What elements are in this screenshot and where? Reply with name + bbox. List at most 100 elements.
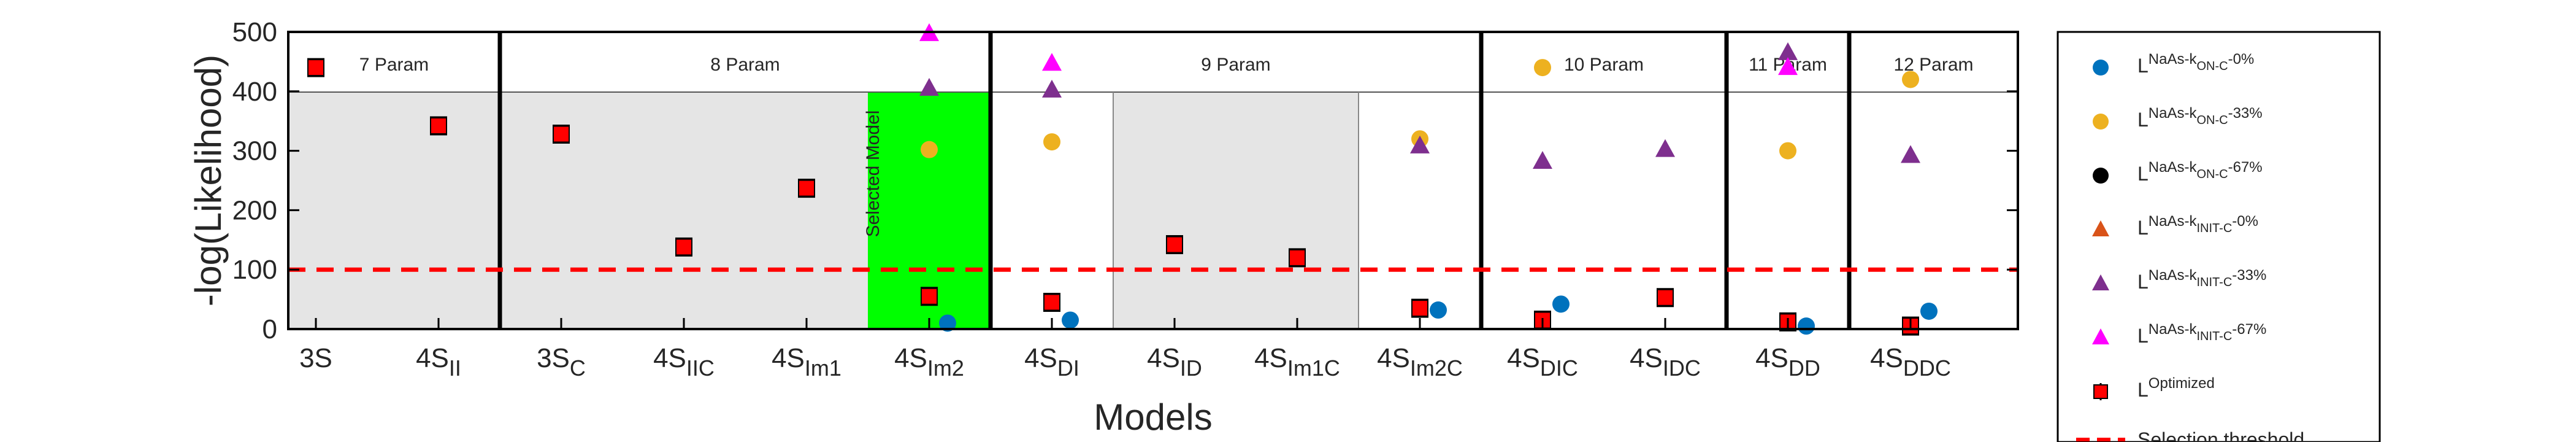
y-tick-label: 100 xyxy=(232,255,277,285)
y-tick-label: 300 xyxy=(232,136,277,166)
x-tick-label: 3S xyxy=(299,343,332,373)
point-circle xyxy=(1552,295,1570,313)
point-triangle xyxy=(919,77,939,96)
legend-entry-label: LNaAs-kINIT-C-0% xyxy=(2137,213,2258,239)
y-axis-title: -log(Likelihood) xyxy=(188,55,229,306)
point-circle xyxy=(921,141,938,158)
legend-entry-label: LNaAs-kON-C-0% xyxy=(2137,51,2254,77)
x-tick-label: 4SII xyxy=(416,343,461,381)
legend-marker-triangle xyxy=(2092,274,2109,290)
legend-sub: NaAs-k xyxy=(2149,51,2198,68)
legend-sub: NaAs-k xyxy=(2149,159,2198,176)
legend-box xyxy=(2057,31,2381,442)
legend-marker-circle xyxy=(2093,114,2109,130)
x-tick-sub: II xyxy=(449,355,461,381)
x-tick-base: 4S xyxy=(1507,343,1540,373)
x-tick-label: 4SIm1 xyxy=(772,343,841,381)
x-tick-base: 4S xyxy=(1755,343,1788,373)
point-optimized xyxy=(1657,289,1674,306)
point-optimized xyxy=(1043,293,1060,311)
point-circle xyxy=(1062,311,1079,329)
legend-marker-circle xyxy=(2093,168,2109,184)
legend-entry-label: LNaAs-kON-C-33% xyxy=(2137,105,2263,131)
legend-subsub: ON-C xyxy=(2196,60,2228,73)
x-tick-sub: DD xyxy=(1788,355,1820,381)
x-tick-sub: Im2C xyxy=(1410,355,1463,381)
legend: LNaAs-kON-C-0%LNaAs-kON-C-33%LNaAs-kON-C… xyxy=(2057,31,2381,442)
x-tick-label: 4SIIC xyxy=(653,343,715,381)
legend-subsub: INIT-C xyxy=(2196,276,2232,289)
legend-sub: Optimized xyxy=(2149,375,2215,392)
x-tick-base: 3S xyxy=(537,343,570,373)
legend-suffix: -33% xyxy=(2232,267,2266,284)
point-circle xyxy=(1920,302,1938,320)
x-tick-sub: DDC xyxy=(1903,355,1951,381)
point-optimized xyxy=(1411,300,1428,317)
legend-main: L xyxy=(2137,55,2149,77)
legend-suffix: -67% xyxy=(2232,321,2266,338)
legend-sub: NaAs-k xyxy=(2149,105,2198,122)
legend-sub: NaAs-k xyxy=(2149,267,2198,284)
x-tick-sub: DIC xyxy=(1540,355,1578,381)
point-optimized xyxy=(675,238,692,256)
legend-entry-label: LOptimized xyxy=(2137,375,2215,401)
x-tick-sub: IDC xyxy=(1663,355,1701,381)
y-tick-label: 0 xyxy=(263,314,277,344)
legend-entry-label: LNaAs-kON-C-67% xyxy=(2137,159,2263,185)
x-tick-label: 4SIm1C xyxy=(1254,343,1340,381)
point-circle xyxy=(1779,142,1796,160)
point-optimized xyxy=(1166,236,1183,254)
point-triangle xyxy=(1042,53,1062,71)
param-group-label: 10 Param xyxy=(1564,55,1644,75)
param-group-label: 8 Param xyxy=(710,55,780,75)
point-circle xyxy=(1798,317,1815,335)
x-tick-base: 4S xyxy=(1024,343,1057,373)
legend-sub: NaAs-k xyxy=(2149,321,2198,338)
point-circle xyxy=(1043,133,1060,151)
x-tick-label: 4SDD xyxy=(1755,343,1820,381)
legend-subsub: ON-C xyxy=(2196,168,2228,181)
x-tick-base: 4S xyxy=(1147,343,1180,373)
legend-main: L xyxy=(2137,325,2149,347)
x-tick-base: 4S xyxy=(1254,343,1287,373)
x-tick-sub: Im2 xyxy=(927,355,964,381)
y-tick-label: 200 xyxy=(232,195,277,225)
x-tick-base: 4S xyxy=(416,343,449,373)
param-group-label: 7 Param xyxy=(359,55,429,75)
point-optimized xyxy=(307,59,324,77)
point-triangle xyxy=(1410,135,1430,153)
legend-suffix: -0% xyxy=(2232,213,2258,230)
legend-main: L xyxy=(2137,163,2149,185)
legend-subsub: INIT-C xyxy=(2196,222,2232,235)
legend-subsub: INIT-C xyxy=(2196,330,2232,343)
param-group-label: 12 Param xyxy=(1893,55,1973,75)
point-circle xyxy=(1534,59,1551,77)
x-tick-label: 4SDI xyxy=(1024,343,1079,381)
x-tick-sub: Im1C xyxy=(1287,355,1340,381)
legend-threshold-label: Selection threshold xyxy=(2137,428,2304,442)
x-tick-sub: IIC xyxy=(686,355,715,381)
y-tick-label: 400 xyxy=(232,77,277,107)
legend-marker-circle xyxy=(2093,60,2109,76)
point-optimized xyxy=(1289,249,1306,266)
legend-subsub: ON-C xyxy=(2196,114,2228,127)
x-tick-label: 4SDDC xyxy=(1870,343,1951,381)
point-optimized xyxy=(553,125,570,143)
legend-suffix: -67% xyxy=(2228,159,2263,176)
x-tick-sub: C xyxy=(570,355,586,381)
legend-sub: NaAs-k xyxy=(2149,213,2198,230)
x-tick-sub: DI xyxy=(1057,355,1079,381)
legend-main: L xyxy=(2137,217,2149,239)
x-tick-base: 4S xyxy=(1870,343,1903,373)
legend-main: L xyxy=(2137,379,2149,401)
x-axis-title: Models xyxy=(1094,397,1212,438)
x-tick-label: 4SDIC xyxy=(1507,343,1578,381)
x-tick-sub: Im1 xyxy=(805,355,841,381)
legend-marker-triangle xyxy=(2092,220,2109,236)
point-optimized xyxy=(798,179,815,197)
x-tick-label: 4SIm2 xyxy=(894,343,964,381)
x-tick-base: 4S xyxy=(894,343,927,373)
x-tick-sub: ID xyxy=(1180,355,1202,381)
